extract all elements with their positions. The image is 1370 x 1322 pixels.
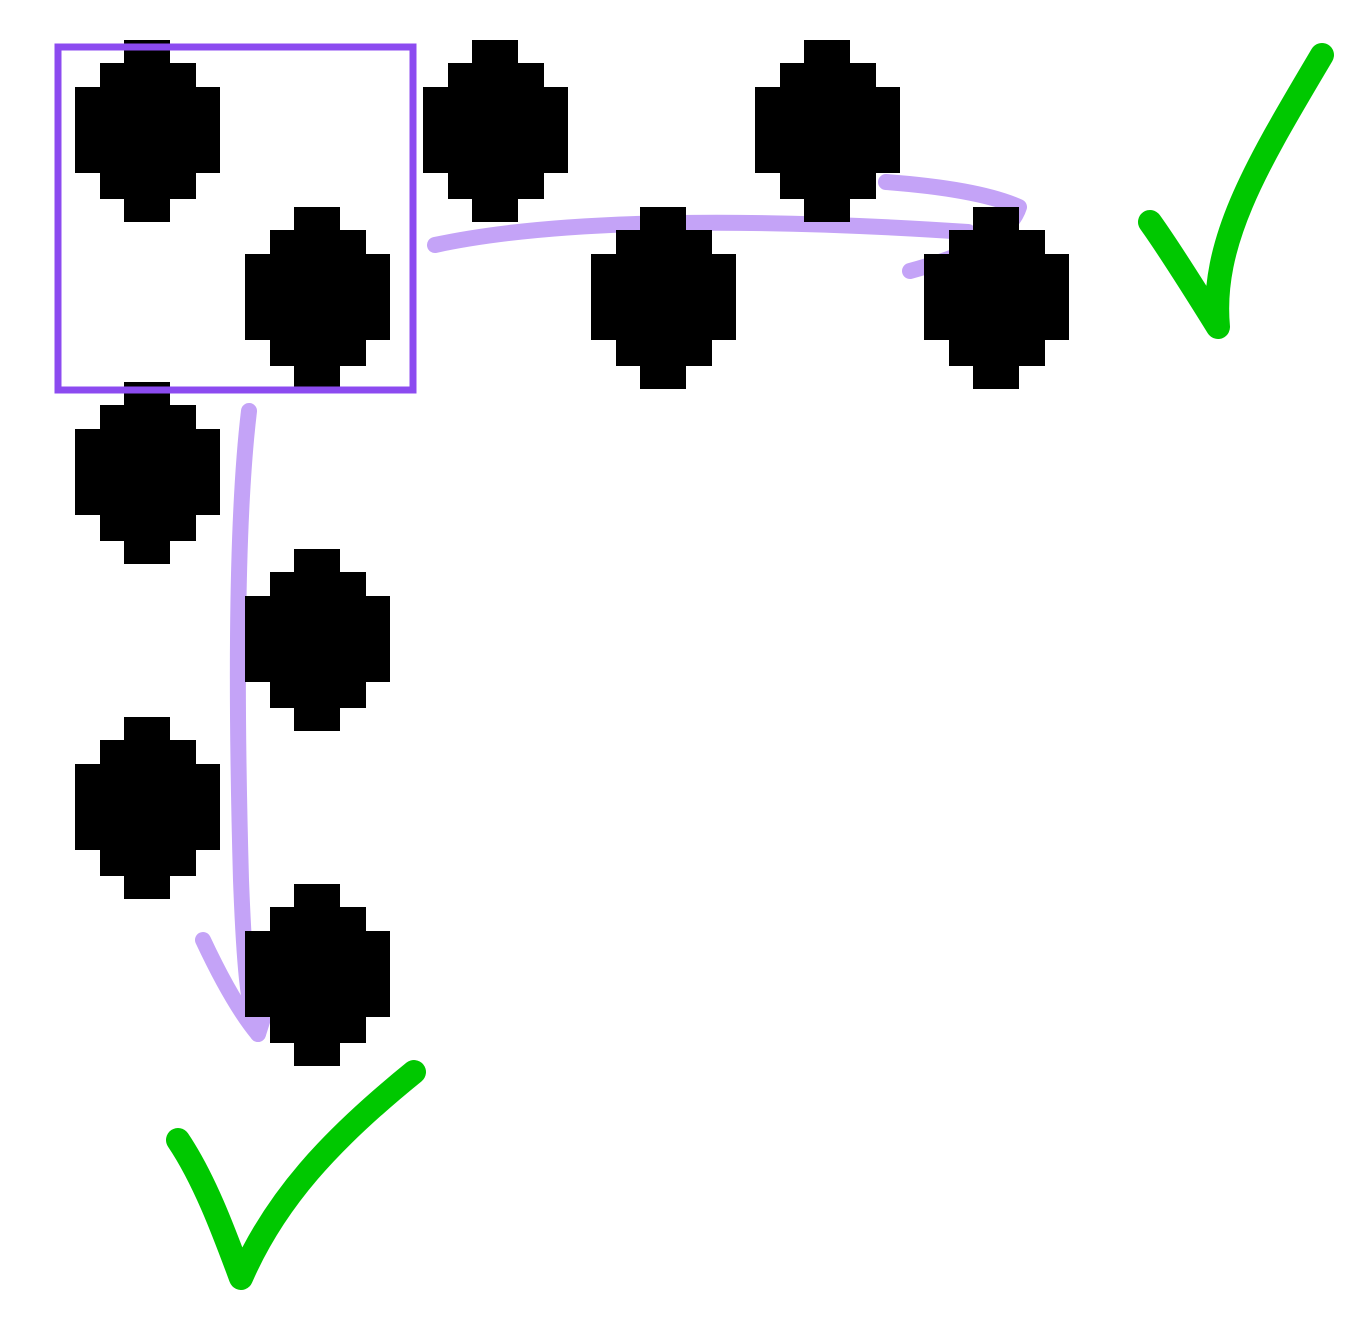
dot: [423, 40, 568, 222]
arrow-right-shaft: [427, 214, 976, 253]
check-mark-right: [1138, 43, 1334, 339]
arrow-right-head: [878, 174, 1027, 279]
check-mark-icon: [166, 43, 1334, 1290]
dot: [75, 382, 220, 564]
dot: [245, 884, 390, 1066]
dot: [245, 549, 390, 731]
dot-grid: [75, 40, 1069, 1066]
dot: [755, 40, 900, 222]
dot: [75, 717, 220, 899]
dot: [75, 40, 220, 222]
selection-box: [54, 43, 417, 394]
dot: [245, 207, 390, 389]
arrow-down-head: [195, 915, 308, 1042]
curved-arrow-icon: [195, 174, 1027, 1042]
arrow-down-shaft: [229, 403, 266, 1042]
dot: [591, 207, 736, 389]
check-mark-bottom: [166, 1060, 426, 1290]
